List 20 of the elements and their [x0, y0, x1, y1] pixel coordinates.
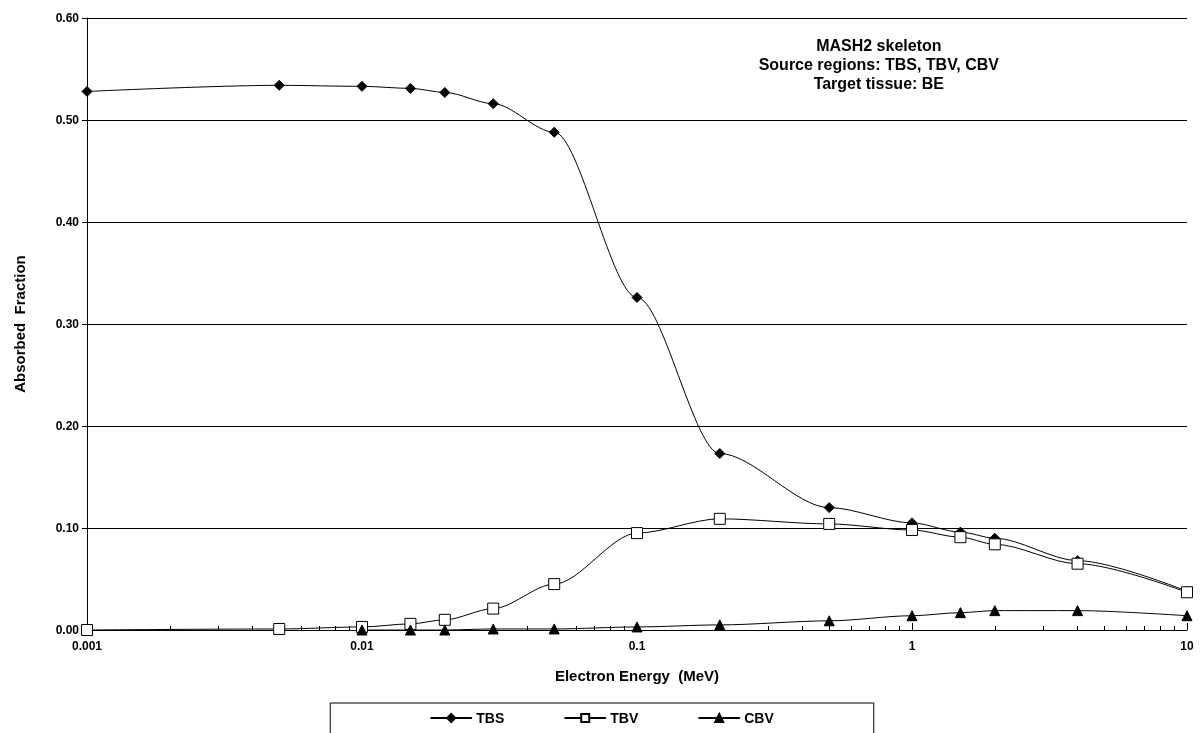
legend-label: TBV [610, 710, 639, 726]
y-axis-title: Absorbed Fraction [11, 255, 28, 393]
annotation: Target tissue: BE [813, 75, 945, 92]
legend-label: CBV [744, 710, 775, 726]
y-tick-label: 0.50 [55, 113, 80, 127]
x-tick-label: 0.1 [628, 639, 646, 653]
x-tick-label: 0.001 [71, 639, 103, 653]
y-tick-label: 0.30 [55, 317, 80, 331]
text: MASH2 skeleton [816, 37, 942, 54]
annotation: Source regions: TBS, TBV, CBV [758, 56, 1000, 73]
x-tick-label: 0.01 [350, 639, 374, 653]
y-tick-label: 0.00 [55, 623, 80, 637]
y-tick-label: 0.20 [55, 419, 80, 433]
y-tick-label: 0.60 [55, 11, 80, 25]
x-axis-title: Electron Energy (MeV) [554, 667, 720, 684]
x-tick-label: 1 [908, 639, 916, 653]
y-tick-label: 0.40 [55, 215, 80, 229]
y-tick-label: 0.10 [55, 521, 80, 535]
legend-label: TBS [476, 710, 505, 726]
x-tick-label: 10 [1180, 639, 1194, 653]
